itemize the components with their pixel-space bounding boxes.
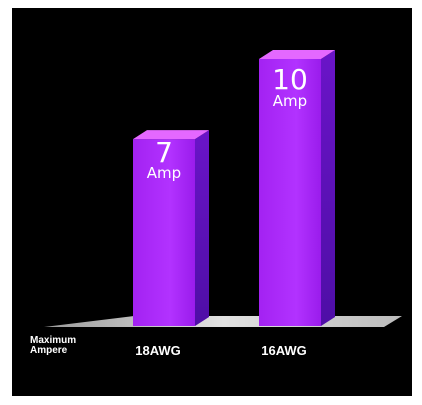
value-label-18awg: 7 bbox=[155, 136, 173, 169]
bar-top-16awg bbox=[259, 50, 335, 59]
bar-side-18awg bbox=[195, 130, 209, 326]
value-label-16awg: 10 bbox=[272, 63, 308, 96]
bar-top-18awg bbox=[133, 130, 209, 140]
bars-group bbox=[133, 50, 335, 326]
axis-title-line1: Maximum bbox=[30, 335, 76, 346]
bar-side-16awg bbox=[321, 50, 335, 326]
bar-16awg bbox=[259, 59, 321, 326]
unit-label-18awg: Amp bbox=[147, 164, 181, 182]
floor-plane bbox=[44, 316, 402, 327]
bar-18awg bbox=[133, 139, 195, 326]
axis-title-line2: Ampere bbox=[30, 345, 68, 356]
bar-chart: 7 Amp 10 Amp Maximum Ampere 18AWG 16AWG bbox=[30, 50, 402, 358]
category-label-16awg: 16AWG bbox=[261, 343, 307, 358]
chart-frame: 7 Amp 10 Amp Maximum Ampere 18AWG 16AWG bbox=[12, 8, 412, 396]
unit-label-16awg: Amp bbox=[273, 92, 307, 110]
category-label-18awg: 18AWG bbox=[135, 343, 181, 358]
